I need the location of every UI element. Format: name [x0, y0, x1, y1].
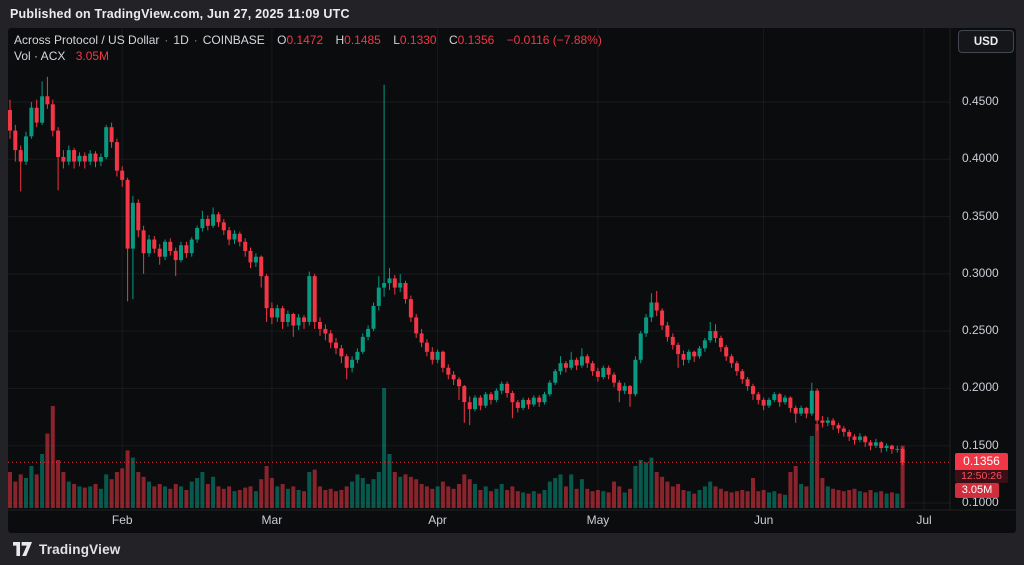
price-tick-label: 0.3000 [962, 265, 999, 280]
last-price-badge: 0.1356 12:50:26 [955, 453, 1008, 484]
legend-separator: · [193, 33, 198, 47]
published-bar: Published on TradingView.com, Jun 27, 20… [0, 0, 1024, 28]
low-label: L [393, 33, 400, 47]
price-tick-label: 0.1500 [962, 437, 999, 452]
grid-lines [8, 28, 950, 510]
time-tick-label: Feb [111, 513, 133, 527]
high-label: H [335, 33, 345, 47]
tradingview-logo-icon[interactable] [13, 542, 32, 556]
interval-label[interactable]: 1D [173, 33, 189, 47]
price-tick-label: 0.4000 [962, 151, 999, 166]
time-tick-label: Apr [428, 513, 447, 527]
close-value: 0.1356 [457, 33, 495, 47]
high-value: 0.1485 [344, 33, 381, 47]
exchange-label[interactable]: COINBASE [202, 33, 265, 47]
published-text: Published on TradingView.com, Jun 27, 20… [10, 7, 350, 21]
volume-indicator-label[interactable]: Vol · ACX [14, 49, 66, 63]
close-label: C [448, 33, 458, 47]
last-price-value: 0.1356 [955, 453, 1008, 471]
tradingview-brand-text[interactable]: TradingView [39, 541, 121, 557]
bar-countdown: 12:50:26 [955, 470, 1008, 484]
candle-series[interactable] [8, 76, 905, 466]
time-tick-label: Jul [916, 513, 932, 527]
footer: TradingView [0, 533, 1024, 565]
volume-series [8, 388, 905, 508]
low-value: 0.1330 [399, 33, 437, 47]
open-value: 0.1472 [286, 33, 324, 47]
legend-separator: · [164, 33, 169, 47]
chart-pane [8, 28, 1016, 533]
symbol-title[interactable]: Across Protocol / US Dollar [14, 33, 160, 47]
price-tick-label: 0.3500 [962, 208, 999, 223]
time-tick-label: May [586, 513, 610, 527]
open-label: O [277, 33, 287, 47]
volume-badge: 3.05M [955, 483, 999, 499]
change-value: −0.0116 (−7.88%) [506, 33, 602, 47]
volume-value: 3.05M [75, 49, 110, 63]
price-tick-label: 0.2000 [962, 380, 999, 395]
symbol-legend: Across Protocol / US Dollar · 1D · COINBASE … [14, 33, 602, 47]
volume-legend: Vol · ACX 3.05M [14, 49, 109, 63]
currency-toggle-button[interactable]: USD [958, 30, 1014, 53]
time-tick-label: Mar [261, 513, 283, 527]
time-tick-label: Jun [753, 513, 774, 527]
price-tick-label: 0.2500 [962, 323, 999, 338]
price-tick-label: 0.4500 [962, 94, 999, 108]
price-tick-label: 0.1000 [962, 495, 999, 509]
